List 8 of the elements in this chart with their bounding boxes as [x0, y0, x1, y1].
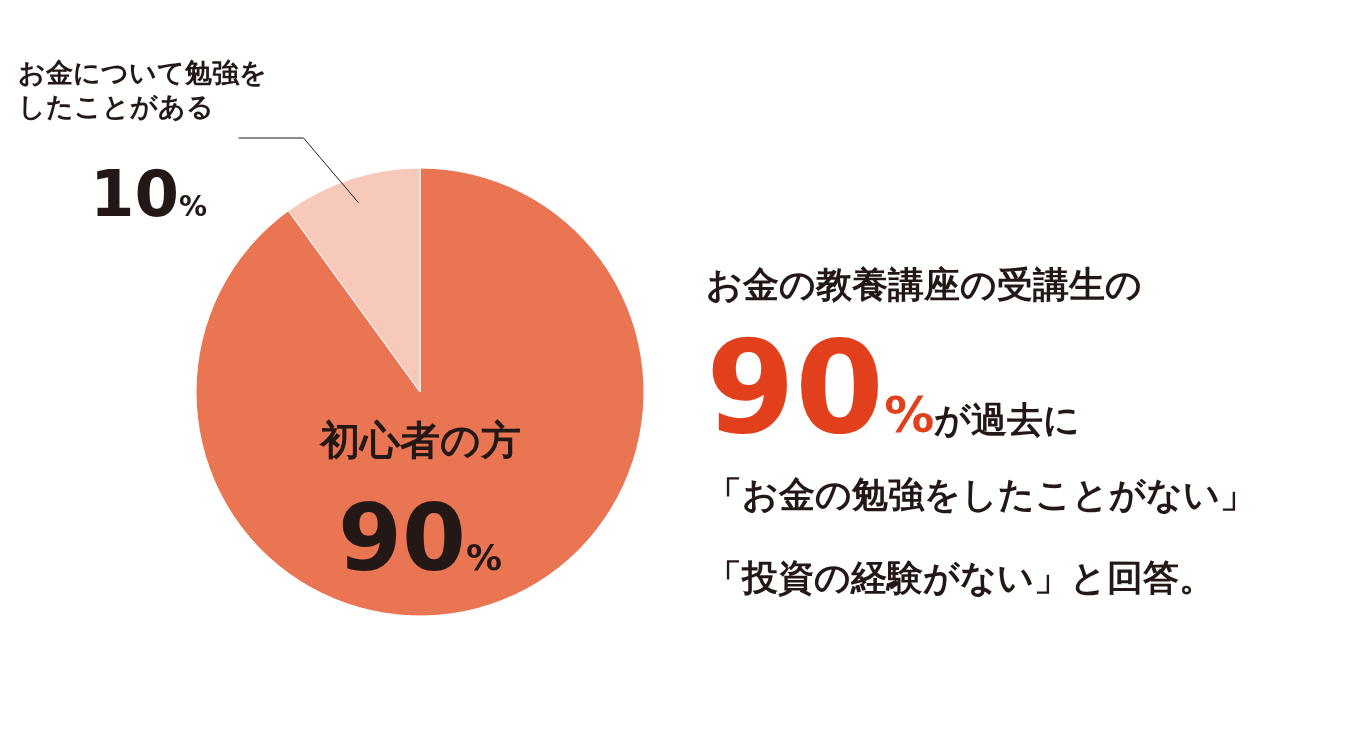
- data-label: 90%: [337, 485, 503, 592]
- slice-label: お金について勉強をしたことがある: [18, 57, 267, 122]
- slice-label: 初心者の方: [317, 417, 521, 463]
- text: お金の教養講座の受講生の: [706, 264, 1142, 305]
- text: 90%が過去に: [706, 313, 1081, 462]
- text: 「投資の経験がない」と回答。: [706, 557, 1215, 598]
- data-label: 10%: [90, 157, 208, 231]
- text: 「お金の勉強をしたことがない」: [706, 474, 1256, 515]
